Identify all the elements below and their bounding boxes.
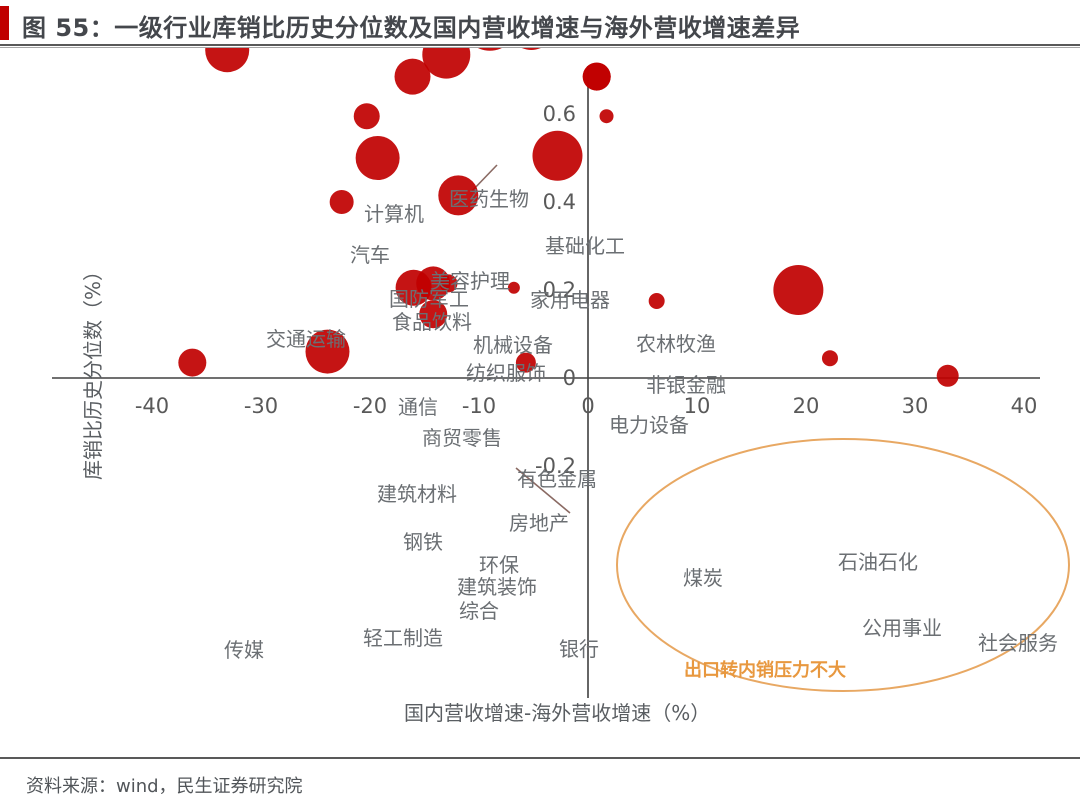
leader-line-fangdichan: [515, 467, 571, 514]
bubble-label-qiche: 汽车: [350, 243, 390, 267]
y-tick-0.6: 0.6: [543, 102, 576, 126]
bubble-电力设备: [532, 130, 583, 181]
bubble-label-jiayongdianqi: 家用电器: [530, 288, 610, 312]
bubble-社会服务: [936, 364, 959, 387]
x-axis-ticks: -40 -30 -20 -10 0 10 20 30 40: [135, 394, 1038, 418]
bubble-环保: [416, 266, 451, 301]
x-tick-30: 30: [902, 394, 929, 418]
y-axis-title: 库销比历史分位数（%）: [81, 261, 105, 480]
bubble-传媒: [178, 348, 207, 377]
x-tick-20: 20: [793, 394, 820, 418]
bubble-label-jiaotongyunshu: 交通运输: [266, 327, 346, 351]
bubble-label-gongyongshiye: 公用事业: [862, 616, 942, 640]
x-tick--30: -30: [244, 394, 278, 418]
bubble-label-dianlishebei: 电力设备: [609, 413, 689, 437]
y-tick-0.2: 0.2: [543, 278, 576, 302]
bubble-label-jisuanji: 计算机: [364, 202, 424, 226]
bubble-series: [178, 48, 959, 387]
y-axis-ticks: 1.210.80.60.40.20-0.2: [535, 102, 576, 478]
page-title: 图 55：一级行业库销比历史分位数及国内营收增速与海外营收增速差异: [22, 14, 801, 42]
bubble-label-huanbao: 环保: [479, 553, 519, 577]
bubble-建筑装饰: [439, 274, 458, 293]
bubble-商贸零售: [355, 136, 400, 180]
header-accent-bar: [0, 6, 9, 40]
bubble-石油石化: [773, 265, 824, 315]
bubble-农林牧渔: [582, 62, 611, 91]
bubble-基础化工: [521, 48, 541, 50]
bubble-label-shehuifuwu: 社会服务: [978, 631, 1058, 655]
bubble-label-fangdichan: 房地产: [509, 511, 569, 535]
bubble-煤炭: [648, 293, 665, 309]
annotation-export-pressure: 出口转内销压力不大: [684, 659, 846, 681]
bubble-食品饮料: [422, 48, 471, 79]
y-tick--0.2: -0.2: [535, 454, 576, 478]
bubble-非银金融: [599, 109, 614, 124]
x-tick-0: 0: [581, 394, 594, 418]
bubble-label-yinhang: 银行: [559, 637, 599, 661]
source-note: 资料来源：wind，民生证券研究院: [26, 776, 303, 797]
x-tick--10: -10: [462, 394, 496, 418]
bubble-label-meitan: 煤炭: [683, 566, 723, 590]
bubble-label-zonghe: 综合: [459, 599, 499, 623]
bubble-美容护理: [477, 48, 502, 51]
x-tick-10: 10: [684, 394, 711, 418]
bubble-交通运输: [205, 48, 250, 73]
bubble-纺织服饰: [394, 58, 431, 95]
bubble-公用事业: [821, 350, 838, 367]
bubble-综合: [419, 300, 448, 329]
bubble-label-meironghuli: 美容护理: [430, 269, 510, 293]
bubble-label-shiyoushihua: 石油石化: [838, 550, 918, 574]
bubble-轻工制造: [305, 329, 350, 374]
y-tick-0: 0: [563, 366, 576, 390]
x-axis-title: 国内营收增速-海外营收增速（%）: [404, 701, 710, 725]
bubble-label-shangmaolingshou: 商贸零售: [422, 426, 502, 450]
bubble-label-guofangjungong: 国防军工: [389, 287, 469, 311]
bubble-label-jixieshebei: 机械设备: [473, 333, 553, 357]
bubble-通信: [353, 103, 380, 130]
bubble-label-jichuhuagong: 基础化工: [545, 234, 625, 258]
bubble-房地产: [507, 281, 520, 294]
bubble-label-tongxin: 通信: [398, 395, 438, 419]
bubble-label-yousejinshu: 有色金属: [517, 467, 597, 491]
bubble-label-nonglinmuyu: 农林牧渔: [636, 332, 716, 356]
bubble-建筑材料: [329, 190, 354, 214]
x-tick--40: -40: [135, 394, 169, 418]
x-tick-40: 40: [1011, 394, 1038, 418]
bubble-label-yiyaoshengwu: 医药生物: [449, 187, 529, 211]
bubble-label-fangzhifushi: 纺织服饰: [466, 361, 546, 385]
bubble-有色金属: [438, 175, 479, 216]
x-tick--20: -20: [353, 394, 387, 418]
bubble-label-qinggongzhizao: 轻工制造: [363, 626, 443, 650]
bubble-label-jianzhucailiao: 建筑材料: [377, 482, 457, 506]
bubble-label-feiyinjinrong: 非银金融: [646, 373, 726, 397]
bubble-label-shipinyinliao: 食品饮料: [392, 310, 472, 334]
y-tick-0.4: 0.4: [543, 190, 576, 214]
bubble-label-gangtie: 钢铁: [403, 530, 443, 554]
footer-divider: [0, 757, 1080, 760]
highlight-ellipse: [616, 438, 1070, 692]
bubble-银行: [515, 352, 536, 373]
bubble-labels: 计算机 医药生物 汽车 基础化工 美容护理 国防军工 家用电器 食品饮料 交通运…: [224, 187, 1058, 662]
bubble-label-chuanmei: 传媒: [224, 638, 264, 662]
figure-header: 图 55：一级行业库销比历史分位数及国内营收增速与海外营收增速差异: [0, 0, 1080, 48]
bubble-label-jianzhuzhuangshi: 建筑装饰: [457, 575, 537, 599]
